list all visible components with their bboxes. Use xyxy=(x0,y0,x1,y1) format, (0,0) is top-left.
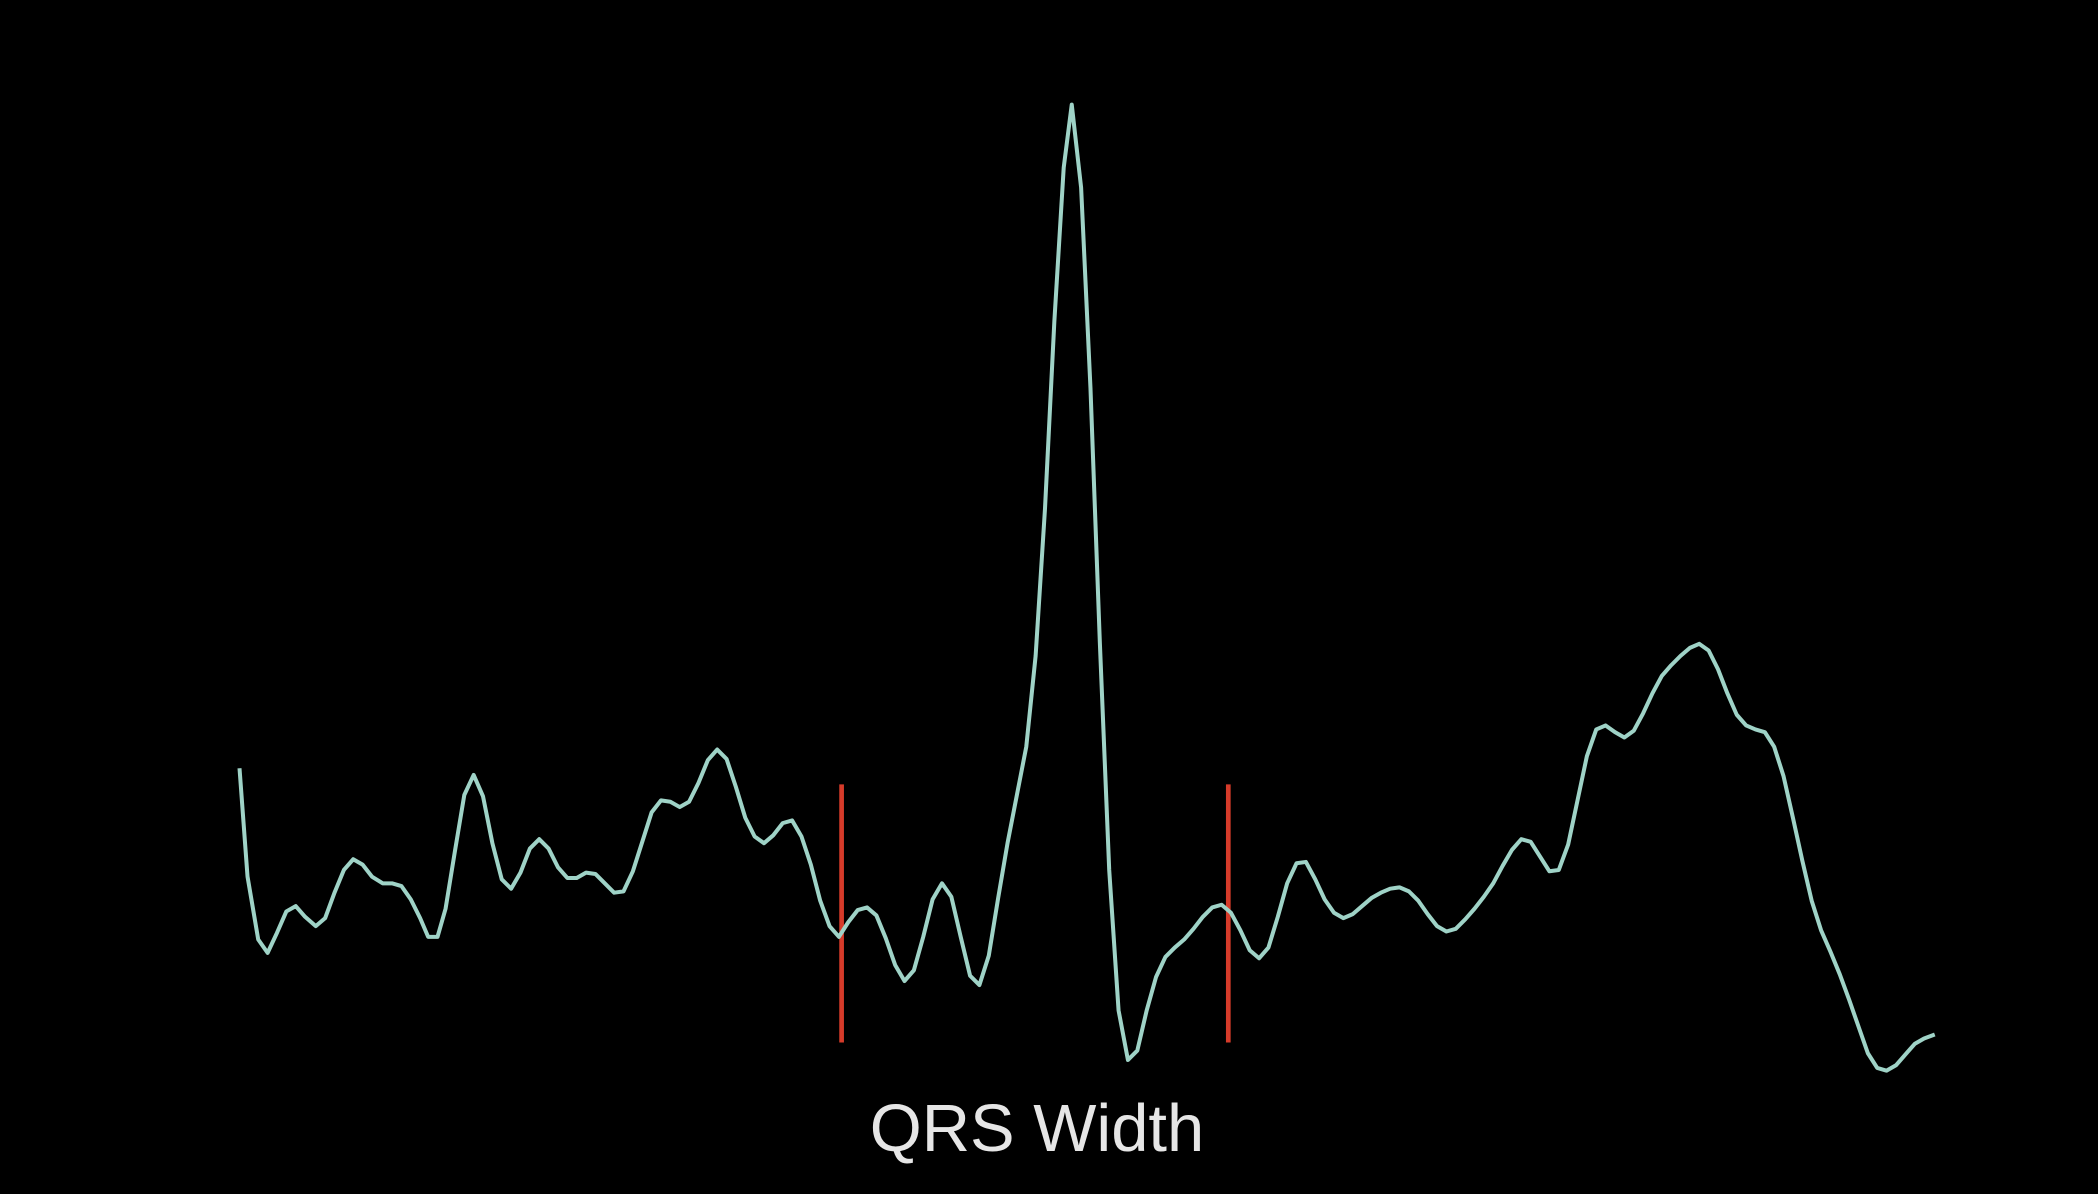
x-axis-label: QRS Width xyxy=(870,1091,1205,1166)
ecg-line xyxy=(237,102,1936,1073)
